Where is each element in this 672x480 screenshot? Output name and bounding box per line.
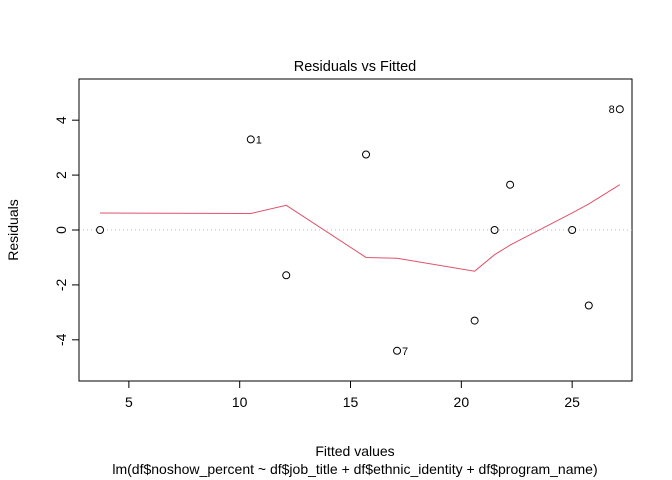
chart-title: Residuals vs Fitted bbox=[294, 59, 417, 75]
smooth-line bbox=[100, 184, 621, 272]
y-axis-label: Residuals bbox=[5, 199, 21, 260]
residual-point bbox=[393, 346, 402, 355]
residual-point bbox=[282, 271, 291, 280]
y-tick-label: 2 bbox=[53, 171, 69, 179]
residual-point bbox=[615, 105, 624, 114]
x-axis-label: Fitted values bbox=[315, 443, 394, 459]
x-tick-label: 5 bbox=[125, 394, 133, 410]
y-tick-label: -2 bbox=[53, 278, 69, 291]
residual-point bbox=[246, 135, 255, 144]
x-tick-label: 10 bbox=[232, 394, 248, 410]
residual-point bbox=[362, 150, 371, 159]
residual-point bbox=[584, 301, 593, 310]
point-label: 7 bbox=[402, 346, 408, 358]
y-tick-label: -4 bbox=[53, 333, 69, 346]
y-axis: -4 -2 0 2 4 bbox=[53, 116, 80, 346]
point-label: 1 bbox=[256, 134, 262, 146]
residual-point bbox=[506, 180, 515, 189]
residual-points: 1 7 8 bbox=[96, 104, 624, 358]
residual-point bbox=[96, 226, 105, 234]
residual-point bbox=[568, 226, 577, 234]
y-tick-label: 0 bbox=[53, 226, 69, 234]
x-tick-label: 15 bbox=[343, 394, 359, 410]
x-tick-label: 25 bbox=[564, 394, 580, 410]
y-tick-label: 4 bbox=[53, 116, 69, 124]
point-label: 8 bbox=[609, 104, 615, 116]
model-formula-subtitle: lm(df$noshow_percent ~ df$job_title + df… bbox=[112, 461, 597, 477]
residual-point bbox=[490, 226, 499, 234]
x-axis: 5 10 15 20 25 bbox=[125, 380, 580, 410]
residual-point bbox=[470, 316, 479, 325]
x-tick-label: 20 bbox=[454, 394, 470, 410]
